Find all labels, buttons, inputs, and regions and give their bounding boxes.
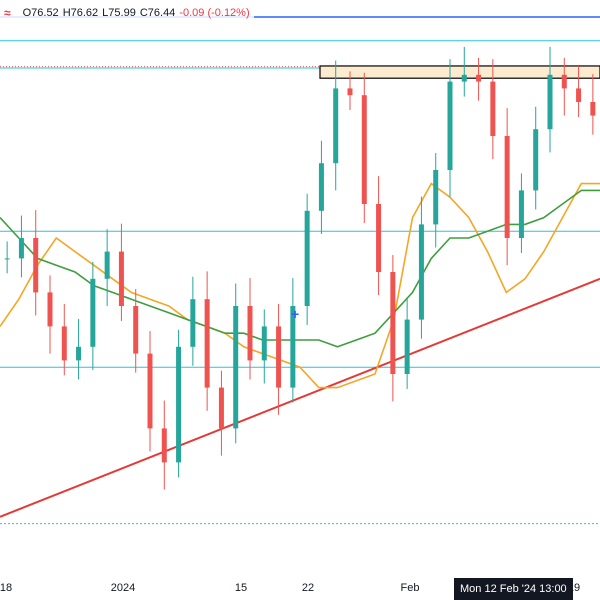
- candle-body: [404, 319, 410, 374]
- candle-body: [204, 299, 210, 388]
- candle-body: [418, 224, 424, 320]
- high-value: H76.62: [62, 7, 99, 19]
- candle-body: [361, 95, 367, 204]
- candle-body: [90, 278, 96, 347]
- low-value: L75.99: [102, 7, 136, 19]
- ohlc-legend: ≈ O76.52 H76.62 L75.99 C76.44 -0.09 (-0.…: [0, 0, 254, 26]
- candle-body: [447, 81, 453, 170]
- cross-marker-icon: +: [291, 306, 299, 322]
- candle-body: [18, 238, 24, 259]
- candles: [4, 46, 596, 490]
- candle-body: [290, 306, 296, 388]
- candle-body: [118, 251, 124, 306]
- candle-body: [247, 306, 253, 361]
- markers: +: [291, 306, 299, 322]
- slow-moving-average: [0, 189, 600, 348]
- candle-body: [333, 88, 339, 164]
- candle-body: [4, 258, 10, 260]
- candle-body: [190, 299, 196, 347]
- candle-body: [561, 74, 567, 89]
- trendline-segment: [0, 277, 600, 518]
- candle-body: [176, 346, 182, 463]
- candle-body: [461, 74, 467, 82]
- change-value: -0.09 (-0.12%): [179, 7, 250, 19]
- candle-body: [33, 238, 39, 293]
- candle-body: [147, 353, 153, 429]
- time-tick: 22: [301, 582, 315, 594]
- candle-body: [347, 88, 353, 96]
- open-value: O76.52: [22, 7, 59, 19]
- moving-averages: [0, 182, 600, 389]
- candle-body: [576, 88, 582, 102]
- candle-body: [476, 74, 482, 82]
- candle-body: [61, 326, 67, 361]
- candle-body: [133, 306, 139, 354]
- candle-body: [504, 136, 510, 238]
- close-value: C76.44: [139, 7, 176, 19]
- candle-body: [233, 306, 239, 429]
- time-tick: 18: [0, 582, 13, 594]
- horizontal-lines: [0, 16, 600, 525]
- time-tick: Feb: [400, 582, 420, 594]
- candle-body: [590, 102, 596, 116]
- candle-body: [304, 210, 310, 306]
- resistance-box: [319, 65, 600, 79]
- candle-body: [547, 74, 553, 130]
- candle-body: [276, 326, 282, 388]
- candle-body: [47, 292, 53, 327]
- time-tick: 2024: [110, 582, 136, 594]
- time-axis[interactable]: 18 2024 15 22 Feb Mon 12 Feb '24 13:00 1…: [0, 578, 600, 600]
- candle-body: [518, 190, 524, 238]
- candle-body: [318, 163, 324, 211]
- candle-body: [218, 387, 224, 429]
- candle-body: [161, 428, 167, 463]
- candle-body: [433, 170, 439, 225]
- fast-moving-average: [0, 182, 600, 389]
- candle-body: [76, 346, 82, 361]
- candle-body: [533, 129, 539, 191]
- candle-body: [490, 81, 496, 136]
- trendline: [0, 277, 600, 518]
- candle-body: [390, 272, 396, 374]
- resistance-zone: [319, 65, 600, 79]
- crosshair-time-label: Mon 12 Feb '24 13:00: [454, 578, 573, 600]
- time-tick: 15: [234, 582, 248, 594]
- time-tick: 19: [567, 582, 581, 594]
- candle-body: [104, 251, 110, 279]
- candle-body: [376, 204, 382, 272]
- candle-body: [261, 326, 267, 361]
- wave-icon: ≈: [4, 6, 11, 20]
